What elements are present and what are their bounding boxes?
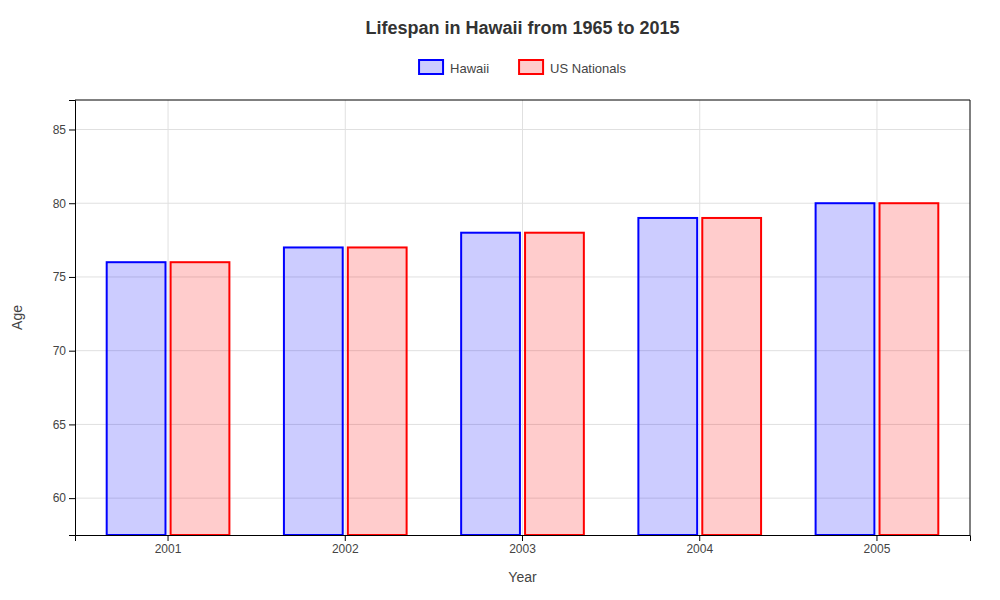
title: Lifespan in Hawaii from 1965 to 2015 <box>365 18 679 38</box>
tick-label: 2004 <box>686 542 713 556</box>
tick-label: 60 <box>53 491 67 505</box>
tick: 60 <box>53 491 75 505</box>
bar <box>348 247 407 535</box>
tick: 70 <box>53 344 75 358</box>
axis-line <box>69 101 76 536</box>
plot: 2001 2002 2003 2004 2005 60 65 70 75 80 85 <box>53 100 971 556</box>
tick-mark <box>345 535 346 541</box>
bar <box>461 233 520 535</box>
legend-swatch <box>519 60 543 74</box>
frame-line <box>75 100 970 101</box>
axis-line <box>76 536 971 542</box>
bar <box>525 233 584 535</box>
tick-mark <box>69 498 75 499</box>
bar <box>107 262 166 535</box>
x-axis: 2001 2002 2003 2004 2005 <box>76 535 971 556</box>
tick-mark <box>168 535 169 541</box>
grid-line <box>168 100 169 535</box>
bar <box>702 218 761 535</box>
tick: 85 <box>53 123 75 137</box>
tick-label: 75 <box>53 270 67 284</box>
tick-label: 80 <box>53 197 67 211</box>
tick-label: 65 <box>53 418 67 432</box>
legend-item: US Nationals <box>519 60 626 76</box>
bar <box>880 203 939 535</box>
tick-label: 2003 <box>509 542 536 556</box>
bar <box>284 247 343 535</box>
tick-mark <box>522 535 523 541</box>
legend-label: US Nationals <box>550 61 626 76</box>
tick: 65 <box>53 418 75 432</box>
tick-mark <box>69 351 75 352</box>
tick-mark <box>876 535 877 541</box>
tick: 2003 <box>509 535 536 556</box>
bar <box>171 262 230 535</box>
tick: 2005 <box>864 535 891 556</box>
tick-mark <box>69 277 75 278</box>
tick: 75 <box>53 270 75 284</box>
tick-label: 85 <box>53 123 67 137</box>
legend-swatch <box>419 60 443 74</box>
frame-line <box>970 100 971 535</box>
tick-label: 2001 <box>155 542 182 556</box>
grid-line <box>699 100 700 535</box>
bar <box>816 203 875 535</box>
legend-item: Hawaii <box>419 60 489 76</box>
tick: 80 <box>53 197 75 211</box>
bars <box>107 203 939 535</box>
tick-label: 2002 <box>332 542 359 556</box>
grid-line <box>522 100 523 535</box>
y-axis: 60 65 70 75 80 85 <box>53 101 76 536</box>
chart: 2001 2002 2003 2004 2005 60 65 70 75 80 85 Year Age L… <box>0 0 1000 600</box>
tick-mark <box>69 424 75 425</box>
tick-label: 2005 <box>864 542 891 556</box>
y-axis-title: Age <box>9 305 25 330</box>
tick: 2002 <box>332 535 359 556</box>
tick: 2001 <box>155 535 182 556</box>
bar <box>638 218 697 535</box>
tick-mark <box>69 129 75 130</box>
grid-line <box>876 100 877 535</box>
tick: 2004 <box>686 535 713 556</box>
grid <box>75 100 970 535</box>
legend: Hawaii US Nationals <box>419 60 626 76</box>
tick-label: 70 <box>53 344 67 358</box>
bar-series <box>107 203 875 535</box>
bar-series <box>171 203 939 535</box>
tick-mark <box>699 535 700 541</box>
x-axis-title: Year <box>508 569 537 585</box>
tick-mark <box>69 203 75 204</box>
legend-label: Hawaii <box>450 61 489 76</box>
grid-line <box>345 100 346 535</box>
